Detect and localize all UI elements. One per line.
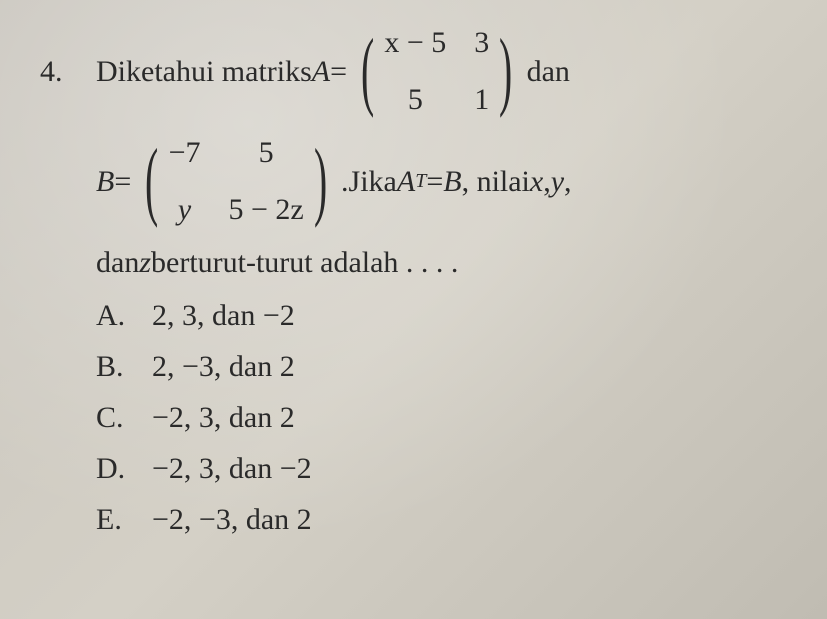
option-E: E. −2, −3, dan 2 xyxy=(96,497,787,542)
option-E-letter: E. xyxy=(96,497,152,542)
paren-close-icon: ) xyxy=(314,144,327,219)
line-2: B = ( −7 5 y 5 − 2z ) . Jika AT = B , ni… xyxy=(40,130,787,232)
problem-4: 4. Diketahui matriks A = ( x − 5 3 5 1 )… xyxy=(40,20,787,542)
matrix-B-r2c1: y xyxy=(169,187,201,232)
option-B-text: 2, −3, dan 2 xyxy=(152,344,295,389)
matrix-B-r1c1: −7 xyxy=(169,130,201,175)
option-A-text: 2, 3, dan −2 xyxy=(152,293,295,338)
comma-2: , xyxy=(564,159,572,204)
option-C-text: −2, 3, dan 2 xyxy=(152,395,295,440)
var-B: B xyxy=(96,159,114,204)
answer-options: A. 2, 3, dan −2 B. 2, −3, dan 2 C. −2, 3… xyxy=(40,293,787,542)
problem-number: 4. xyxy=(40,49,96,94)
var-y: y xyxy=(551,159,564,204)
matrix-A-r2c1: 5 xyxy=(384,77,446,122)
superscript-T: T xyxy=(415,166,426,196)
text-dan-2: dan xyxy=(96,240,139,285)
option-B-letter: B. xyxy=(96,344,152,389)
var-A: A xyxy=(312,49,330,94)
var-A-transpose: A xyxy=(397,159,415,204)
option-D: D. −2, 3, dan −2 xyxy=(96,446,787,491)
var-B-ref: B xyxy=(443,159,461,204)
option-D-text: −2, 3, dan −2 xyxy=(152,446,312,491)
paren-open-icon: ( xyxy=(361,34,374,109)
option-A: A. 2, 3, dan −2 xyxy=(96,293,787,338)
option-B: B. 2, −3, dan 2 xyxy=(96,344,787,389)
option-D-letter: D. xyxy=(96,446,152,491)
var-z: z xyxy=(139,240,151,285)
matrix-B: ( −7 5 y 5 − 2z ) xyxy=(137,130,335,232)
text-nilai: , nilai xyxy=(462,159,530,204)
matrix-A-cells: x − 5 3 5 1 xyxy=(382,20,491,122)
equals-sign-3: = xyxy=(426,159,443,204)
text-dan: dan xyxy=(527,49,570,94)
matrix-A-r1c2: 3 xyxy=(474,20,489,65)
matrix-A-r2c2: 1 xyxy=(474,77,489,122)
equals-sign-2: = xyxy=(114,159,131,204)
text-jika: Jika xyxy=(349,159,397,204)
matrix-A: ( x − 5 3 5 1 ) xyxy=(353,20,521,122)
comma-1: , xyxy=(543,159,551,204)
option-A-letter: A. xyxy=(96,293,152,338)
option-C-letter: C. xyxy=(96,395,152,440)
var-x: x xyxy=(530,159,543,204)
line-3: dan z berturut-turut adalah . . . . xyxy=(40,240,787,285)
paren-close-icon: ) xyxy=(499,34,512,109)
equals-sign-1: = xyxy=(330,49,347,94)
option-E-text: −2, −3, dan 2 xyxy=(152,497,312,542)
line-1: 4. Diketahui matriks A = ( x − 5 3 5 1 )… xyxy=(40,20,787,122)
matrix-B-r2c2: 5 − 2z xyxy=(228,187,303,232)
option-C: C. −2, 3, dan 2 xyxy=(96,395,787,440)
paren-open-icon: ( xyxy=(145,144,158,219)
text-berturut: berturut-turut adalah . . . . xyxy=(151,240,458,285)
matrix-B-cells: −7 5 y 5 − 2z xyxy=(167,130,306,232)
matrix-B-r1c2: 5 xyxy=(228,130,303,175)
matrix-A-r1c1: x − 5 xyxy=(384,20,446,65)
text-diketahui: Diketahui matriks xyxy=(96,49,312,94)
period-after-B: . xyxy=(341,159,349,204)
